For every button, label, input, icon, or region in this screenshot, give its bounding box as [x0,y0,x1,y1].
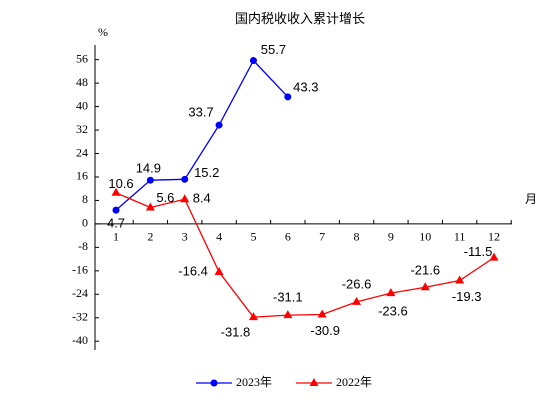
point [214,266,224,275]
x-tick-label: 9 [388,230,394,244]
y-tick-label: 8 [82,192,88,206]
legend-label: 2022年 [336,375,372,389]
x-tick-label: 11 [454,230,466,244]
y-tick-label: 40 [76,98,88,112]
chart-title: 国内税收收入累计增长 [235,11,365,26]
data-label: -26.6 [342,276,372,291]
x-tick-label: 4 [216,230,222,244]
data-label: -31.1 [273,290,303,305]
y-tick-label: 24 [76,145,88,159]
x-tick-label: 1 [113,230,119,244]
data-label: 43.3 [293,79,318,94]
y-tick-label: 32 [76,122,88,136]
point [145,202,155,211]
point [489,252,499,261]
y-tick-label: -40 [72,333,88,347]
point [248,312,258,321]
data-label: -16.4 [178,263,208,278]
y-tick-label: -16 [72,263,88,277]
y-tick-label: 56 [76,51,88,65]
x-axis-label: 月 [525,192,537,206]
point [420,282,430,291]
legend-label: 2023年 [236,375,272,389]
data-label: 15.2 [194,165,219,180]
data-label: -30.9 [310,323,340,338]
x-tick-label: 6 [285,230,291,244]
y-tick-label: -32 [72,309,88,323]
data-label: 33.7 [188,105,213,120]
data-label: 55.7 [261,42,286,57]
data-label: -21.6 [410,263,440,278]
data-label: -31.8 [221,325,251,340]
y-tick-label: 48 [76,75,88,89]
x-tick-label: 2 [147,230,153,244]
data-label: 5.6 [156,190,174,205]
data-label: 4.7 [107,216,125,231]
y-tick-label: -8 [78,239,88,253]
point [181,175,189,183]
point [146,176,154,184]
data-label: -19.3 [452,289,482,304]
point [317,309,327,318]
x-tick-label: 7 [319,230,325,244]
point [283,310,293,319]
y-tick-label: 16 [76,169,88,183]
point [284,93,292,101]
y-tick-label: 0 [82,216,88,230]
point [111,187,121,196]
y-tick-label: -24 [72,286,88,300]
point [249,57,257,65]
point [180,194,190,203]
data-label: -11.5 [464,244,493,259]
data-label: 8.4 [193,191,211,206]
line [115,59,289,211]
data-label: -23.6 [378,304,408,319]
point [352,296,362,305]
point [210,379,218,387]
x-tick-label: 12 [488,230,500,244]
data-label: 10.6 [108,176,133,191]
y-axis-label: % [98,25,108,39]
x-tick-label: 10 [419,230,431,244]
point [215,121,223,129]
point [386,288,396,297]
x-tick-label: 3 [182,230,188,244]
x-tick-label: 5 [250,230,256,244]
point [309,378,319,386]
x-tick-label: 8 [354,230,360,244]
point [112,206,120,214]
point [455,275,465,284]
line [115,192,495,318]
data-label: 14.9 [136,161,161,176]
